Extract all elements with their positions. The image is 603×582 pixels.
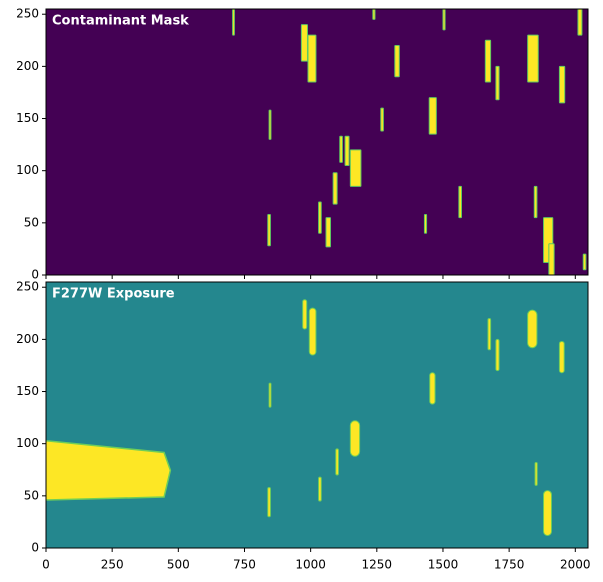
x-tick-label: 1750 (494, 558, 525, 572)
region (558, 340, 565, 374)
region (349, 420, 361, 457)
region (429, 372, 436, 405)
axes-frame (45, 281, 589, 549)
region (582, 253, 587, 271)
region (533, 185, 538, 219)
region (428, 97, 437, 135)
region (394, 45, 400, 78)
region (577, 9, 583, 36)
x-tick-label: 500 (167, 558, 190, 572)
region (232, 9, 235, 36)
region (495, 65, 500, 101)
region (325, 217, 331, 248)
y-tick-label: 0 (31, 268, 39, 282)
y-tick-label: 250 (16, 7, 39, 21)
x-tick-label: 1500 (428, 558, 459, 572)
region (534, 461, 538, 486)
x-tick-label: 0 (42, 558, 50, 572)
x-tick-label: 2000 (560, 558, 591, 572)
region (484, 39, 492, 83)
y-tick-label: 200 (16, 332, 39, 346)
image-background (46, 282, 588, 548)
x-tick-label: 1000 (295, 558, 326, 572)
region (543, 490, 552, 536)
bright-region (46, 440, 172, 501)
region (267, 213, 271, 247)
region (423, 213, 428, 234)
region (318, 201, 322, 234)
y-tick-label: 150 (16, 111, 39, 125)
y-tick-label: 150 (16, 384, 39, 398)
y-tick-label: 250 (16, 280, 39, 294)
region (349, 149, 362, 187)
panel-title: Contaminant Mask (52, 14, 189, 29)
region (302, 299, 308, 330)
region (339, 135, 343, 163)
region (335, 448, 339, 476)
region (344, 135, 350, 166)
region (487, 318, 492, 351)
y-tick-label: 100 (16, 436, 39, 450)
y-tick-label: 50 (24, 488, 39, 502)
axes-frame (45, 8, 589, 276)
region (268, 382, 272, 408)
region (442, 9, 446, 31)
image (46, 299, 565, 536)
image (232, 9, 587, 275)
region (268, 109, 272, 140)
x-tick-label: 750 (233, 558, 256, 572)
region (307, 34, 317, 83)
region (380, 107, 384, 132)
x-tick-label: 250 (101, 558, 124, 572)
y-tick-label: 200 (16, 59, 39, 73)
region (527, 309, 538, 349)
region (558, 65, 566, 104)
region (267, 486, 271, 518)
region (527, 34, 539, 83)
region (318, 476, 322, 502)
region (495, 338, 500, 372)
region (372, 9, 376, 20)
region (300, 24, 308, 62)
region (548, 243, 555, 275)
region (332, 172, 338, 205)
y-tick-label: 50 (24, 215, 39, 229)
x-tick-label: 1250 (362, 558, 393, 572)
region (308, 307, 317, 356)
y-tick-label: 0 (31, 541, 39, 555)
panel-title: F277W Exposure (52, 287, 175, 302)
image-background (46, 9, 588, 275)
region (458, 185, 462, 219)
y-tick-label: 100 (16, 163, 39, 177)
